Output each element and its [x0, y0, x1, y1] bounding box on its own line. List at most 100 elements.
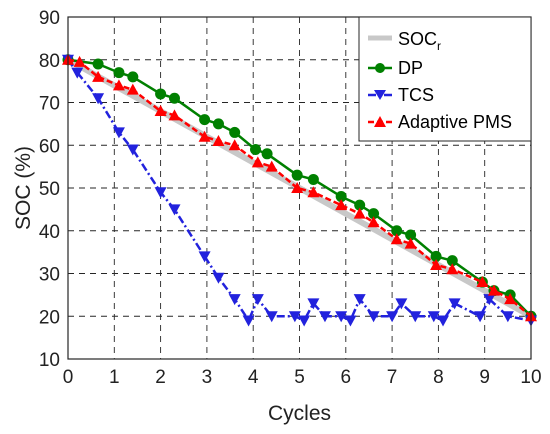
- data-point-tcs: [409, 311, 422, 323]
- data-point-tcs: [318, 311, 331, 323]
- y-tick-label: 20: [39, 307, 60, 328]
- legend: SOCr DP TCS Adaptive PMS: [358, 16, 532, 142]
- data-point-dp: [229, 126, 241, 138]
- data-point-adaptive-pms: [154, 105, 167, 117]
- data-point-tcs: [474, 311, 487, 323]
- data-point-adaptive-pms: [228, 139, 241, 151]
- y-tick-label: 30: [39, 265, 60, 286]
- data-point-tcs: [353, 294, 366, 306]
- y-tick-label: 80: [39, 51, 60, 72]
- x-tick-label: 0: [63, 367, 74, 388]
- data-point-tcs: [92, 93, 105, 105]
- data-point-adaptive-pms: [126, 83, 139, 95]
- data-point-dp: [368, 208, 380, 220]
- data-point-adaptive-pms: [446, 263, 459, 275]
- data-point-tcs: [251, 294, 264, 306]
- data-point-adaptive-pms: [198, 130, 211, 142]
- data-point-tcs: [154, 187, 167, 199]
- data-point-dp: [307, 173, 319, 185]
- y-tick-label: 10: [39, 350, 60, 371]
- y-tick-label: 40: [39, 222, 60, 243]
- data-point-tcs: [437, 315, 450, 327]
- data-point-dp: [430, 250, 442, 262]
- data-point-tcs: [112, 127, 125, 139]
- data-point-adaptive-pms: [265, 160, 278, 172]
- data-point-tcs: [395, 298, 408, 310]
- data-point-dp: [354, 199, 366, 211]
- y-tick-label: 50: [39, 179, 60, 200]
- legend-marker-tcs: [374, 90, 386, 100]
- data-point-dp: [391, 225, 403, 237]
- data-point-adaptive-pms: [307, 186, 320, 198]
- data-point-tcs: [126, 144, 139, 156]
- x-axis-ticks: 0 1 2 3 4 5 6 7 8 9 10: [63, 367, 542, 388]
- data-point-dp: [335, 191, 347, 203]
- x-axis-label: Cycles: [268, 402, 331, 425]
- data-point-tcs: [242, 315, 255, 327]
- data-point-tcs: [265, 311, 278, 323]
- x-tick-label: 5: [294, 367, 305, 388]
- data-point-dp: [199, 114, 211, 126]
- data-point-adaptive-pms: [291, 182, 304, 193]
- data-point-adaptive-pms: [430, 258, 443, 270]
- data-point-dp: [92, 58, 104, 70]
- data-point-adaptive-pms: [251, 156, 264, 168]
- data-point-dp: [291, 169, 303, 181]
- legend-label-dp: DP: [398, 58, 423, 78]
- legend-marker-dp: [375, 63, 385, 73]
- legend-marker-adaptive-pms: [374, 116, 386, 127]
- plot-frame: [67, 16, 532, 360]
- data-point-dp: [113, 67, 125, 79]
- data-point-dp: [212, 118, 224, 130]
- legend-label-adaptive-pms: Adaptive PMS: [398, 112, 512, 132]
- data-point-adaptive-pms: [112, 79, 125, 91]
- data-point-tcs: [367, 311, 380, 323]
- data-point-tcs: [212, 272, 225, 284]
- data-point-tcs: [483, 294, 496, 306]
- legend-label-socr: SOCr: [398, 29, 441, 53]
- data-point-tcs: [448, 298, 461, 310]
- y-tick-label: 60: [39, 136, 60, 157]
- x-tick-label: 2: [155, 367, 166, 388]
- data-point-tcs: [198, 251, 211, 263]
- data-point-adaptive-pms: [168, 109, 181, 121]
- data-point-tcs: [427, 311, 440, 323]
- x-tick-label: 1: [109, 367, 120, 388]
- data-point-adaptive-pms: [487, 284, 500, 296]
- x-tick-label: 4: [248, 367, 259, 388]
- data-point-tcs: [501, 311, 514, 323]
- data-point-dp: [155, 88, 167, 100]
- data-point-adaptive-pms: [92, 70, 105, 82]
- data-point-tcs: [386, 311, 399, 323]
- y-axis-ticks: 10 20 30 40 50 60 70 80 90: [39, 8, 60, 371]
- plot-series: [62, 53, 537, 327]
- data-point-adaptive-pms: [476, 276, 489, 288]
- data-point-dp: [405, 229, 417, 241]
- x-tick-label: 7: [387, 367, 398, 388]
- x-tick-label: 6: [341, 367, 352, 388]
- y-tick-label: 90: [39, 8, 60, 29]
- data-point-tcs: [288, 311, 301, 323]
- data-point-dp: [250, 144, 262, 156]
- data-point-tcs: [344, 315, 357, 327]
- data-point-tcs: [71, 67, 84, 79]
- data-point-dp: [168, 92, 180, 104]
- data-point-tcs: [228, 294, 241, 306]
- x-tick-label: 3: [202, 367, 213, 388]
- data-point-tcs: [168, 204, 181, 216]
- data-point-dp: [446, 255, 458, 267]
- data-point-dp: [261, 148, 273, 160]
- x-tick-label: 9: [479, 367, 490, 388]
- data-point-adaptive-pms: [353, 207, 366, 219]
- data-point-adaptive-pms: [390, 233, 403, 245]
- data-point-adaptive-pms: [73, 55, 86, 67]
- legend-label-tcs: TCS: [398, 85, 434, 105]
- data-point-adaptive-pms: [504, 293, 517, 305]
- data-point-tcs: [335, 311, 348, 323]
- data-point-dp: [127, 71, 139, 83]
- data-point-adaptive-pms: [367, 216, 380, 228]
- data-point-adaptive-pms: [335, 199, 348, 211]
- data-point-adaptive-pms: [212, 134, 225, 146]
- x-tick-label: 8: [433, 367, 444, 388]
